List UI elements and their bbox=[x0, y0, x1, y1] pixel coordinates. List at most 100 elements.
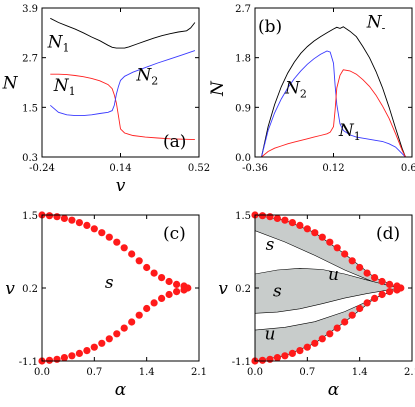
curve-annotation: s bbox=[266, 235, 275, 255]
boundary-point bbox=[303, 343, 311, 351]
x-tick-label: 0.7 bbox=[86, 367, 102, 378]
boundary-point bbox=[75, 219, 83, 227]
boundary-point bbox=[165, 290, 173, 299]
curve-annotation: N2 bbox=[284, 79, 307, 101]
boundary-point bbox=[75, 349, 83, 357]
x-tick-label: 0.52 bbox=[188, 163, 210, 174]
y-tick-label: 2.7 bbox=[235, 4, 251, 15]
boundary-point bbox=[311, 229, 319, 237]
boundary-point bbox=[326, 330, 334, 338]
boundary-point bbox=[296, 221, 304, 229]
y-axis-label: v bbox=[218, 279, 228, 299]
curve-annotation: N1 bbox=[338, 121, 361, 143]
y-axis-label: v bbox=[5, 279, 15, 299]
x-tick-label: 2.1 bbox=[191, 367, 207, 378]
boundary-point bbox=[288, 219, 296, 227]
boundary-point bbox=[120, 324, 128, 332]
boundary-point bbox=[113, 238, 121, 246]
panel-b: -0.36 0.12 0.60 0.0 0.9 1.8 2.7 N (b) N- N2 N1 bbox=[208, 4, 415, 174]
x-axis-label: α bbox=[115, 380, 127, 400]
boundary-point bbox=[150, 269, 158, 277]
x-tick-label: -0.24 bbox=[29, 163, 55, 174]
series-line-1 bbox=[50, 17, 196, 49]
y-tick-label: 0.0 bbox=[235, 153, 251, 164]
boundary-point bbox=[143, 304, 151, 313]
boundary-point bbox=[98, 339, 106, 347]
boundary-point bbox=[363, 269, 371, 277]
curve-annotation: N2 bbox=[135, 65, 158, 87]
boundary-point bbox=[341, 318, 349, 326]
boundary-point bbox=[356, 304, 364, 313]
boundary-point bbox=[266, 355, 274, 363]
boundary-point bbox=[120, 244, 128, 252]
x-axis-label: α bbox=[328, 380, 340, 400]
curve-annotation: s bbox=[105, 273, 114, 293]
boundary-point bbox=[348, 257, 356, 265]
panel-tag: (a) bbox=[163, 132, 186, 152]
series-line-1 bbox=[261, 26, 406, 158]
x-tick-label: 1.4 bbox=[139, 367, 155, 378]
boundary-point bbox=[68, 352, 76, 360]
panel-c: 0.0 0.7 1.4 2.1 -1.1 0.2 1.5 α v (c) s bbox=[5, 211, 207, 400]
boundary-point bbox=[173, 280, 181, 288]
boundary-point bbox=[135, 311, 143, 319]
boundary-point bbox=[333, 324, 341, 332]
x-axis-label: v bbox=[116, 176, 126, 196]
boundary-point bbox=[45, 212, 54, 220]
boundary-point bbox=[273, 214, 281, 222]
series-line-3 bbox=[261, 69, 406, 158]
boundary-point bbox=[113, 330, 121, 338]
curve-annotation: N1 bbox=[53, 76, 76, 98]
boundary-point bbox=[281, 216, 289, 224]
boundary-point bbox=[180, 286, 188, 294]
y-tick-label: 0.2 bbox=[235, 284, 251, 295]
boundary-point bbox=[281, 352, 289, 360]
y-tick-label: 1.8 bbox=[235, 54, 251, 65]
boundary-point bbox=[98, 229, 106, 237]
y-tick-label: 0.9 bbox=[235, 103, 251, 114]
x-tick-label: 1.4 bbox=[352, 367, 368, 378]
boundary-point bbox=[356, 263, 364, 272]
boundary-point bbox=[90, 343, 98, 351]
boundary-point bbox=[53, 213, 61, 221]
boundary-point bbox=[371, 274, 379, 282]
boundary-point bbox=[60, 214, 68, 222]
boundary-point bbox=[386, 280, 394, 288]
boundary-point bbox=[266, 213, 274, 221]
y-tick-label: 1.5 bbox=[22, 211, 38, 222]
x-tick-label: 2.1 bbox=[404, 367, 415, 378]
boundary-point bbox=[105, 233, 113, 241]
y-tick-label: 0.3 bbox=[22, 153, 38, 164]
x-tick-label: 0.0 bbox=[247, 367, 263, 378]
boundary-point bbox=[68, 216, 76, 224]
boundary-point bbox=[90, 225, 98, 233]
x-tick-label: 0.14 bbox=[109, 163, 131, 174]
boundary-point bbox=[143, 263, 151, 272]
x-tick-label: -0.36 bbox=[242, 163, 268, 174]
boundary-point bbox=[258, 356, 267, 364]
y-tick-label: -1.1 bbox=[19, 357, 38, 368]
x-tick-label: 0.0 bbox=[34, 367, 50, 378]
boundary-point bbox=[393, 286, 401, 294]
boundary-point bbox=[318, 233, 326, 241]
boundary-point bbox=[53, 355, 61, 363]
y-tick-label: 1.5 bbox=[22, 103, 38, 114]
boundary-point bbox=[158, 274, 166, 282]
boundary-point bbox=[128, 318, 136, 326]
panel-tag: (b) bbox=[258, 17, 282, 37]
panel-d: 0.0 0.7 1.4 2.1 -1.1 0.2 1.5 α v (d) s s u u bbox=[218, 211, 415, 400]
curve-annotation: N- bbox=[366, 12, 386, 34]
y-tick-label: 1.5 bbox=[235, 211, 251, 222]
panel-tag: (d) bbox=[376, 224, 400, 244]
boundary-point bbox=[371, 294, 379, 302]
boundary-point bbox=[105, 335, 113, 343]
boundary-point bbox=[128, 250, 136, 258]
boundary-point bbox=[333, 244, 341, 252]
y-axis-label: N bbox=[2, 74, 19, 94]
boundary-point bbox=[45, 356, 54, 364]
boundary-point bbox=[318, 335, 326, 343]
y-tick-label: 0.2 bbox=[22, 284, 38, 295]
curve-annotation: u bbox=[264, 325, 275, 345]
boundary-point bbox=[386, 288, 394, 296]
